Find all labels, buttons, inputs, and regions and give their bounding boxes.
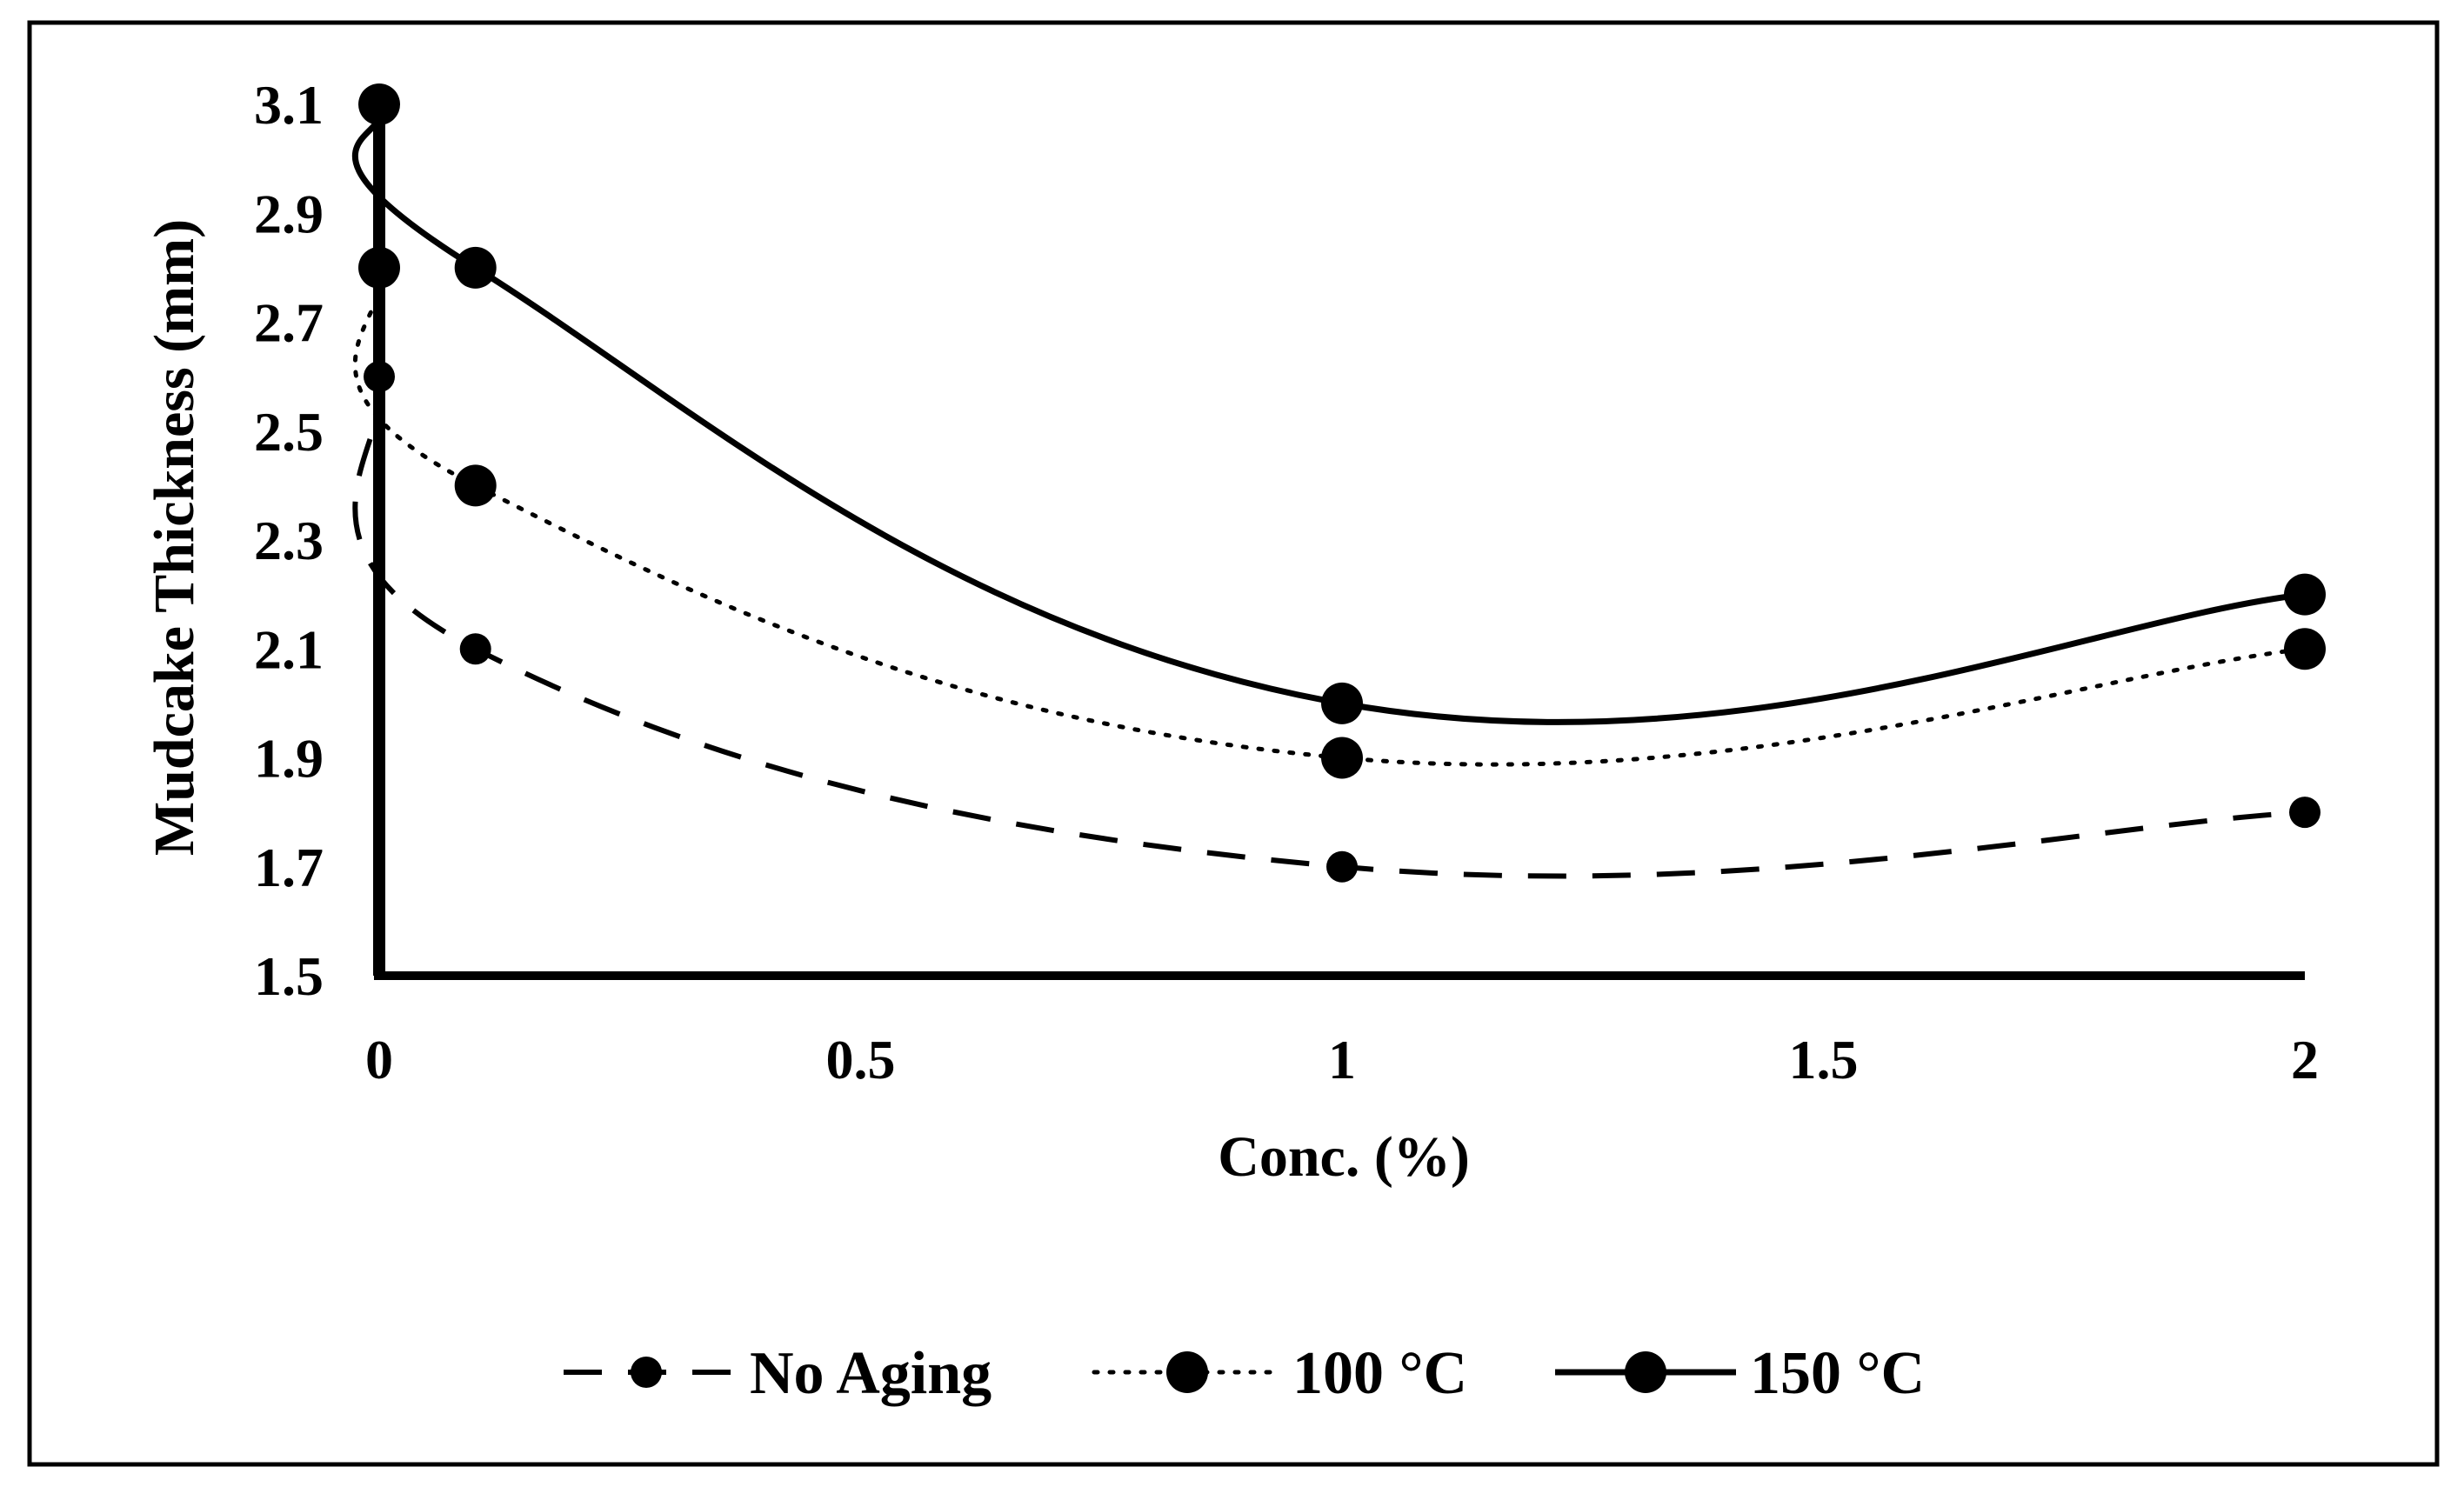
legend-swatch-marker-1: [1166, 1351, 1208, 1393]
series-2-point-0: [358, 83, 400, 125]
y-tick-label-7: 2.9: [254, 183, 324, 244]
y-tick-label-8: 3.1: [254, 74, 324, 136]
series-0-line: [352, 376, 2306, 879]
y-tick-label-2: 1.9: [254, 728, 324, 790]
series-0-point-1: [459, 633, 491, 665]
series-1-line: [352, 265, 2307, 767]
series-1-point-3: [2284, 628, 2326, 670]
legend-swatch-marker-0: [631, 1357, 662, 1388]
x-tick-label-0: 0: [365, 1029, 393, 1090]
x-tick-label-3: 1.5: [1789, 1029, 1859, 1090]
legend-swatch-marker-2: [1625, 1351, 1666, 1393]
y-tick-label-4: 2.3: [254, 510, 324, 571]
series-2-point-1: [454, 246, 497, 289]
legend-label-1: 100 °C: [1292, 1340, 1467, 1407]
series-0-point-2: [1326, 850, 1358, 883]
x-tick-label-1: 0.5: [826, 1029, 896, 1090]
y-tick-labels: 1.5 1.7 1.9 2.1 2.3 2.5 2.7 2.9 3.1: [254, 74, 324, 1007]
x-tick-label-4: 2: [2291, 1029, 2319, 1090]
x-tick-labels: 0 0.5 1 1.5 2: [365, 1029, 2319, 1090]
series-0-point-3: [2289, 797, 2320, 829]
series-2-point-3: [2284, 573, 2326, 616]
y-tick-label-1: 1.7: [254, 837, 324, 898]
y-tick-label-3: 2.1: [254, 618, 324, 680]
series-1-point-2: [1321, 737, 1363, 779]
legend-label-0: No Aging: [750, 1340, 992, 1407]
legend-label-2: 150 °C: [1750, 1340, 1925, 1407]
y-tick-label-6: 2.7: [254, 292, 324, 354]
series-1-point-1: [454, 464, 497, 507]
x-tick-label-2: 1: [1328, 1029, 1356, 1090]
series-1-point-0: [358, 246, 400, 289]
series-layer: [351, 103, 2307, 879]
chart-frame: [27, 20, 2440, 1467]
legend: No Aging 100 °C 150 °C: [564, 1340, 1925, 1407]
x-axis-title: Conc. (%): [1218, 1125, 1470, 1189]
y-tick-label-5: 2.5: [254, 401, 324, 463]
y-axis-title: Mudcake Thickness (mm): [143, 219, 206, 856]
series-2-line: [351, 103, 2306, 725]
y-tick-label-0: 1.5: [254, 945, 324, 1007]
series-0-point-0: [364, 361, 395, 393]
series-2-point-2: [1321, 682, 1363, 724]
marker-layer: [358, 83, 2326, 883]
